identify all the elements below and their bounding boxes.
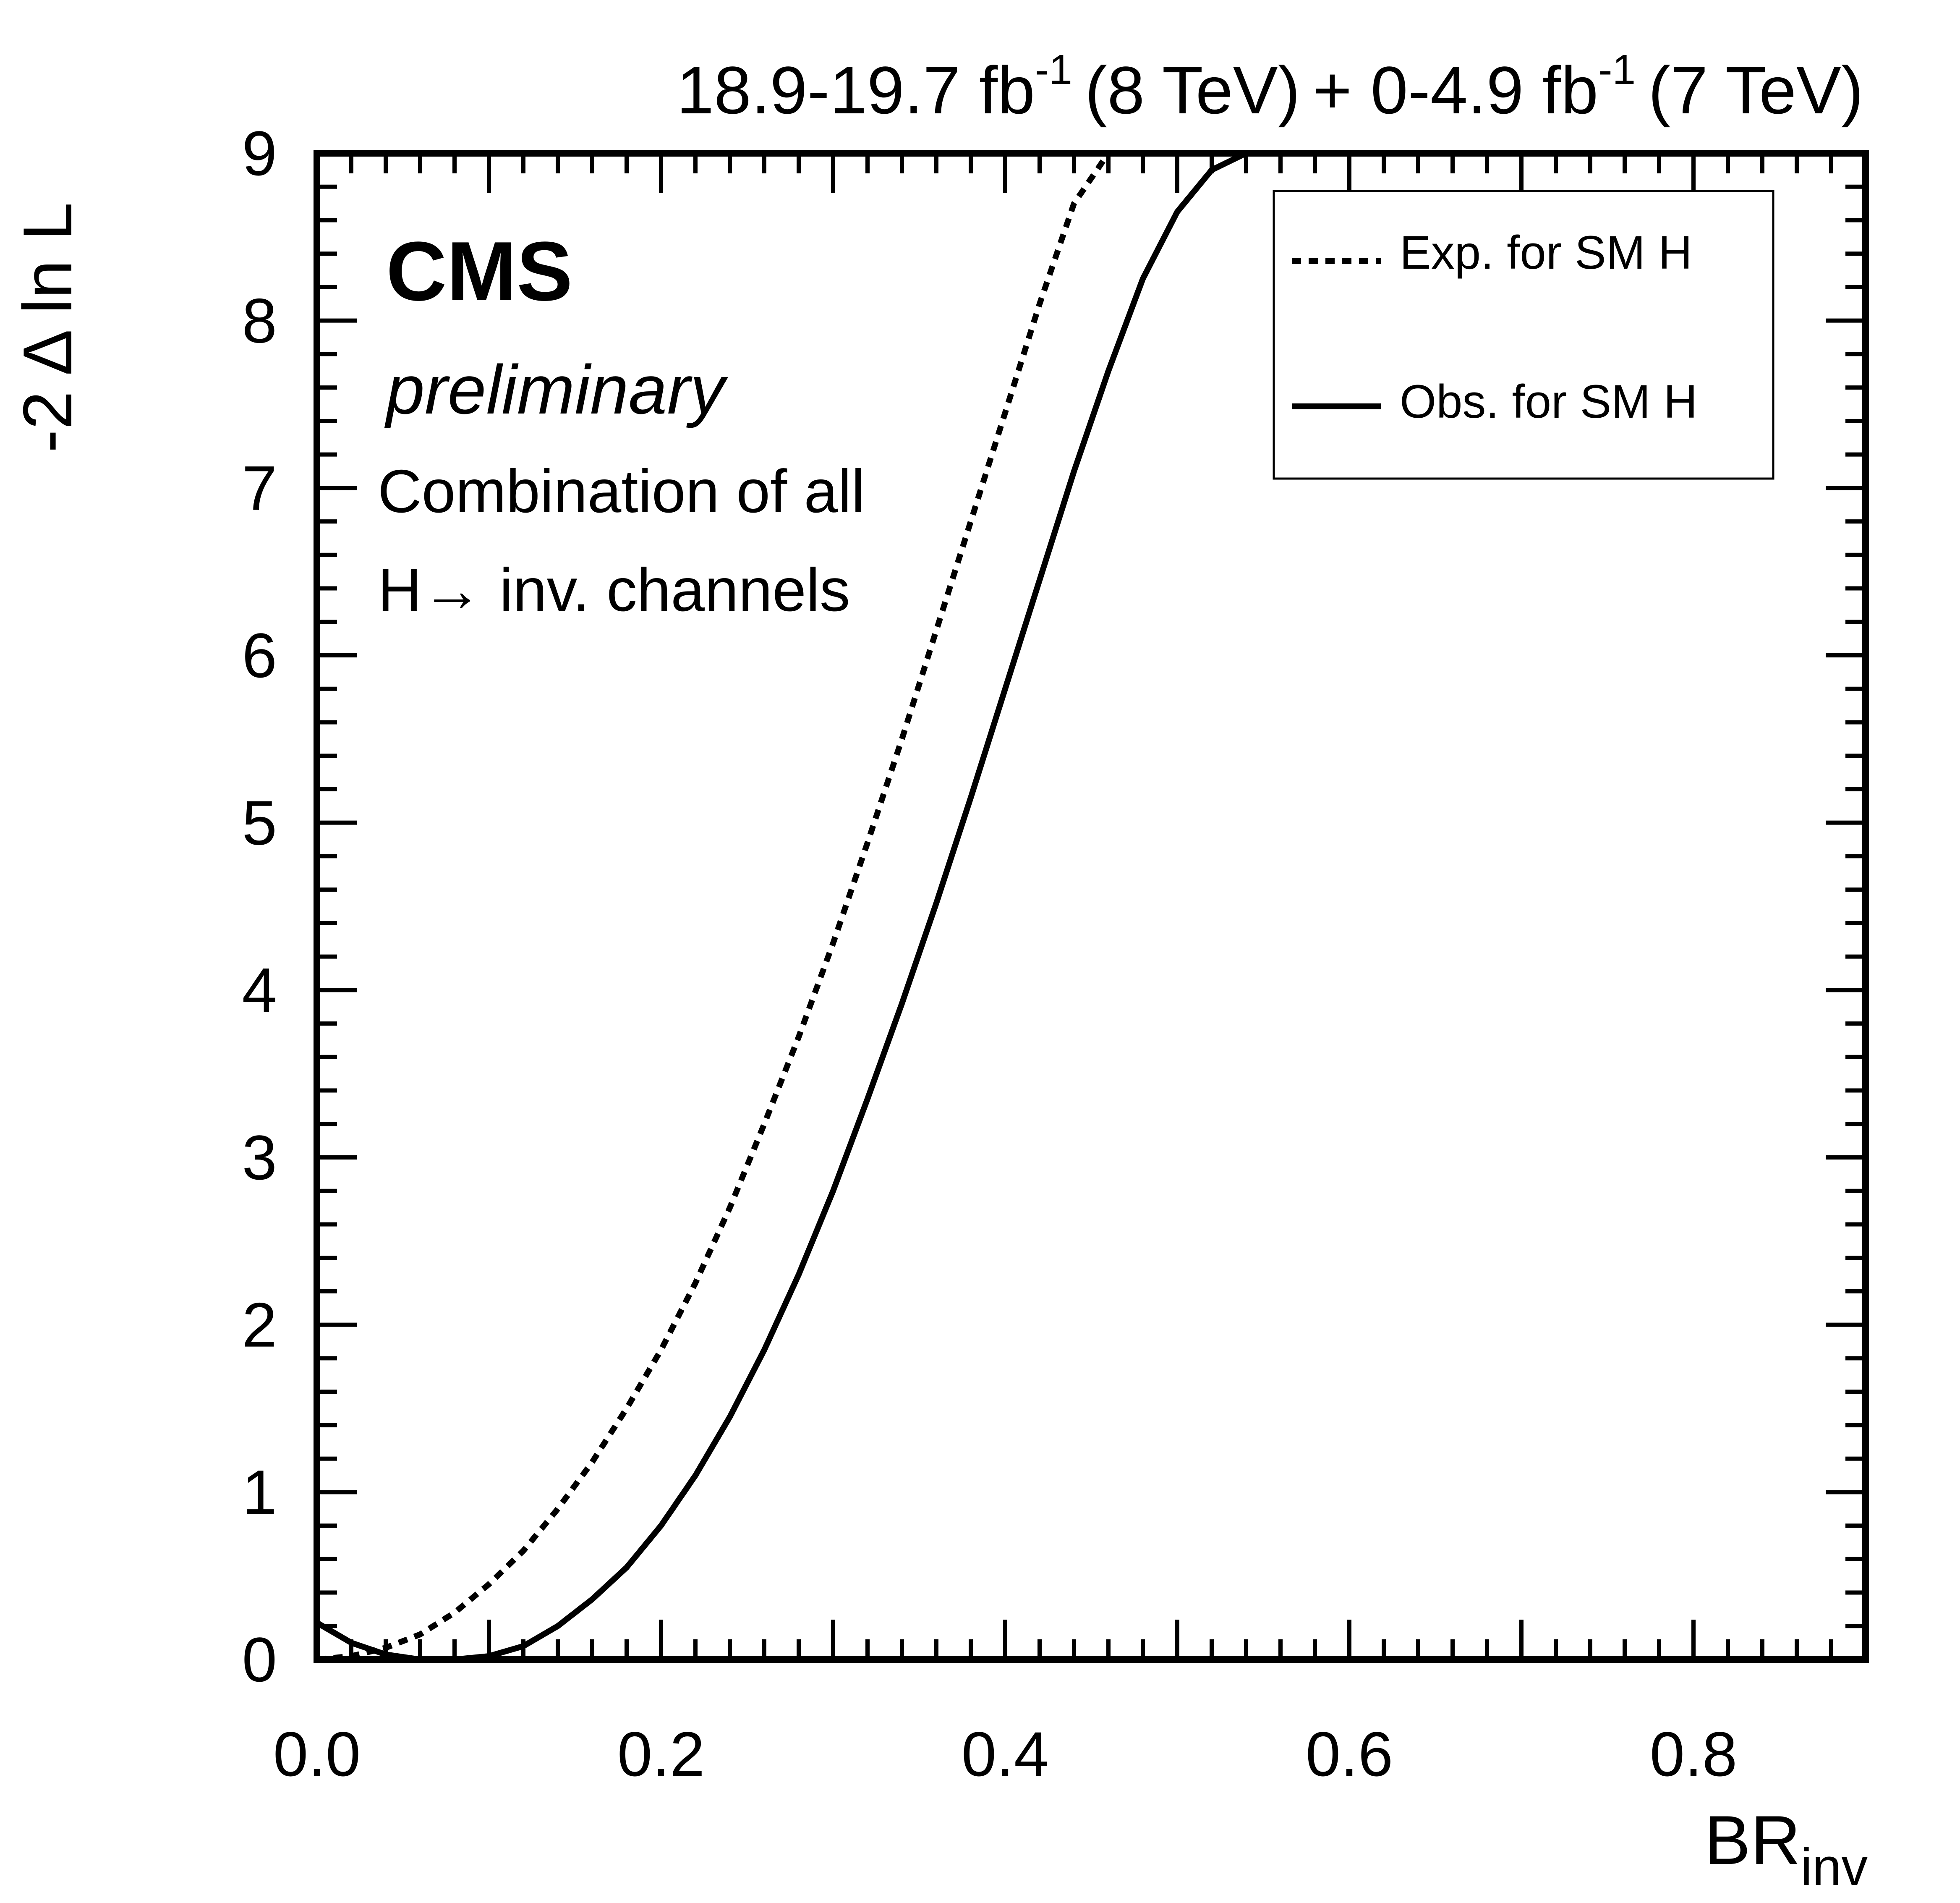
lumi-7tev-sup: -1 [1598, 46, 1636, 93]
x-axis-title: BRinv [1704, 1801, 1868, 1896]
x-tick-label: 0.6 [1306, 1719, 1393, 1789]
y-tick-label: 4 [242, 955, 277, 1025]
note-line-2: H→ inv. channels [378, 556, 850, 624]
y-tick-label: 3 [242, 1122, 277, 1193]
y-tick-label: 0 [242, 1624, 277, 1695]
y-tick-label: 1 [242, 1457, 277, 1527]
lumi-8tev-sup: -1 [1035, 46, 1072, 93]
plot-frame [314, 150, 1869, 1663]
legend: Exp. for SM H Obs. for SM H [1273, 190, 1774, 480]
y-tick-label: 8 [242, 285, 277, 356]
cms-label: CMS [386, 225, 572, 318]
x-tick-label: 0.4 [962, 1719, 1049, 1789]
y-tick-label: 2 [242, 1290, 277, 1360]
y-tick-label: 9 [242, 118, 277, 188]
y-axis-title: -2 Δ ln L [9, 202, 86, 453]
lumi-7tev: + 0-4.9 fb [1313, 52, 1598, 128]
y-tick-label: 5 [242, 788, 277, 858]
legend-label-expected: Exp. for SM H [1400, 226, 1692, 279]
tick-labels: 0.0 0.2 0.4 0.6 0.8 0 1 2 3 4 5 6 7 8 9 [242, 118, 1738, 1789]
x-tick-label: 0.8 [1650, 1719, 1738, 1789]
legend-box [1273, 190, 1774, 480]
preliminary-label: preliminary [384, 351, 728, 428]
y-tick-label: 7 [242, 453, 277, 523]
lumi-header: 18.9-19.7 fb-1 (8 TeV) + 0-4.9 fb-1 (7 TeV) [677, 46, 1863, 128]
note-line-1: Combination of all [378, 457, 865, 525]
x-axis-title-main: BR [1704, 1801, 1801, 1879]
energy-7: (7 TeV) [1648, 52, 1863, 128]
y-tick-label: 6 [242, 620, 277, 691]
energy-8: (8 TeV) [1085, 52, 1300, 128]
series-line-expected [316, 152, 1111, 1662]
x-tick-label: 0.2 [617, 1719, 705, 1789]
x-tick-label: 0.0 [273, 1719, 361, 1789]
lumi-8tev: 18.9-19.7 fb [677, 52, 1035, 128]
x-axis-title-sub: inv [1801, 1838, 1868, 1896]
legend-label-observed: Obs. for SM H [1400, 375, 1697, 428]
